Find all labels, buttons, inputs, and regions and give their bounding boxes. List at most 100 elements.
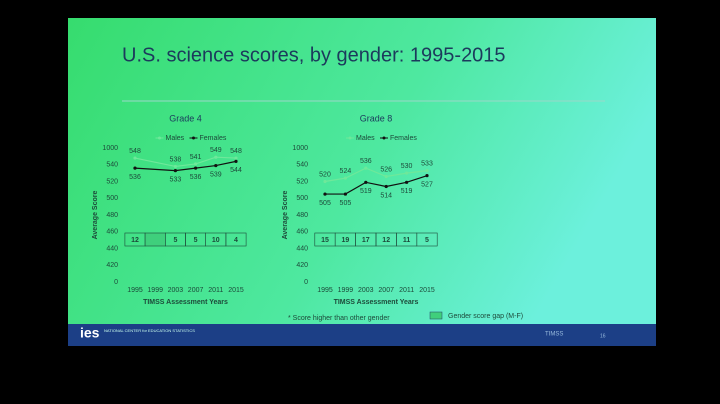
y-tick-label: 0: [114, 279, 118, 286]
x-tick-label: 2003: [168, 287, 184, 294]
point: [234, 156, 238, 160]
y-axis-label: Average Score: [282, 191, 289, 240]
x-axis-label: TIMSS Assessment Years: [143, 299, 228, 306]
x-tick-label: 2015: [419, 287, 435, 294]
x-tick-label: 2011: [399, 287, 414, 294]
gap-label: 5: [425, 237, 429, 244]
y-tick-label: 420: [296, 262, 308, 269]
value-label: 544: [230, 167, 242, 174]
gap-label: 4: [234, 237, 238, 244]
y-tick-label: 460: [106, 229, 118, 236]
logo-text: NATIONAL CENTER for EDUCATION STATISTICS: [104, 328, 195, 333]
point: [384, 184, 388, 189]
logo: ies: [80, 325, 100, 341]
point: [323, 192, 327, 196]
y-tick-label: 420: [106, 262, 118, 269]
value-label: 520: [319, 171, 331, 178]
point: [214, 155, 218, 159]
point: [405, 171, 409, 175]
gap-cell-empty: [144, 232, 166, 247]
value-label: 548: [129, 148, 141, 155]
legend-dot: [382, 136, 386, 140]
y-tick-label: 440: [296, 245, 308, 252]
gap-label: 17: [362, 237, 370, 244]
y-tick-label: 540: [106, 162, 118, 169]
slide-title: U.S. science scores, by gender: 1995-201…: [122, 44, 506, 66]
y-tick-label: 460: [296, 229, 308, 236]
legend-label: Females: [200, 135, 227, 142]
y-tick-label: 520: [296, 178, 308, 185]
x-tick-label: 1995: [317, 287, 333, 294]
point: [234, 159, 238, 163]
legend-label: Males: [166, 135, 185, 142]
value-label: 514: [380, 192, 392, 199]
value-label: 519: [360, 188, 372, 195]
x-tick-label: 2007: [378, 287, 394, 294]
legend-dot: [348, 136, 352, 140]
value-label: 526: [380, 166, 392, 173]
y-tick-label: 1000: [292, 145, 308, 152]
series-line: [324, 167, 428, 183]
point: [364, 166, 368, 170]
series-line: [325, 175, 428, 195]
footnote: * Score higher than other gender: [288, 315, 390, 322]
point: [405, 180, 409, 184]
value-label: 524: [340, 168, 352, 175]
value-label: 533: [421, 160, 433, 167]
gap-label: 19: [342, 237, 350, 244]
gap-cell: [225, 232, 247, 247]
gap-legend-swatch: [429, 311, 443, 320]
value-label: 533: [170, 176, 182, 183]
point: [425, 174, 429, 178]
value-label: 541: [190, 154, 202, 161]
legend-label: Males: [356, 135, 375, 142]
legend-dot: [192, 136, 195, 140]
page-number: 16: [600, 333, 606, 339]
y-tick-label: 520: [106, 178, 118, 185]
point: [214, 163, 218, 168]
value-label: 519: [401, 188, 413, 195]
value-label: 536: [129, 174, 141, 181]
value-label: 549: [210, 147, 222, 154]
point: [173, 164, 177, 169]
y-tick-label: 440: [106, 245, 118, 252]
x-tick-label: 2003: [358, 287, 374, 294]
point: [323, 179, 327, 184]
legend-label: Females: [390, 135, 417, 142]
value-label: 530: [401, 163, 413, 170]
y-tick-label: 500: [296, 195, 308, 202]
value-label: 536: [190, 174, 202, 181]
footer-bar: [68, 324, 656, 346]
value-label: 539: [210, 171, 222, 178]
footer-mark: TIMSS: [545, 332, 563, 338]
gap-label: 12: [382, 237, 390, 244]
gap-label: 11: [403, 237, 411, 244]
gap-cell: [416, 232, 438, 247]
y-axis-label: Average Score: [92, 191, 99, 240]
y-tick-label: 500: [106, 195, 118, 202]
gap-label: 15: [321, 237, 329, 244]
point: [194, 166, 198, 170]
value-label: 527: [421, 181, 433, 188]
point: [425, 169, 429, 173]
x-tick-label: 1999: [147, 287, 163, 294]
value-label: 548: [230, 148, 242, 155]
x-axis-label: TIMSS Assessment Years: [334, 299, 419, 306]
x-tick-label: 2007: [188, 287, 204, 294]
point: [343, 192, 347, 196]
gap-label: 12: [131, 237, 139, 244]
x-tick-label: 2011: [208, 287, 223, 294]
point: [364, 180, 368, 184]
gap-label: 10: [212, 237, 220, 244]
slide: [68, 18, 656, 324]
chart-title: Grade 4: [169, 113, 202, 123]
value-label: 538: [170, 156, 182, 163]
chart-title: Grade 8: [360, 113, 393, 123]
x-tick-label: 1995: [127, 287, 143, 294]
y-tick-label: 540: [296, 162, 308, 169]
y-tick-label: 480: [296, 212, 308, 219]
x-tick-label: 2015: [228, 287, 244, 294]
y-tick-label: 1000: [102, 145, 118, 152]
point: [343, 176, 347, 180]
